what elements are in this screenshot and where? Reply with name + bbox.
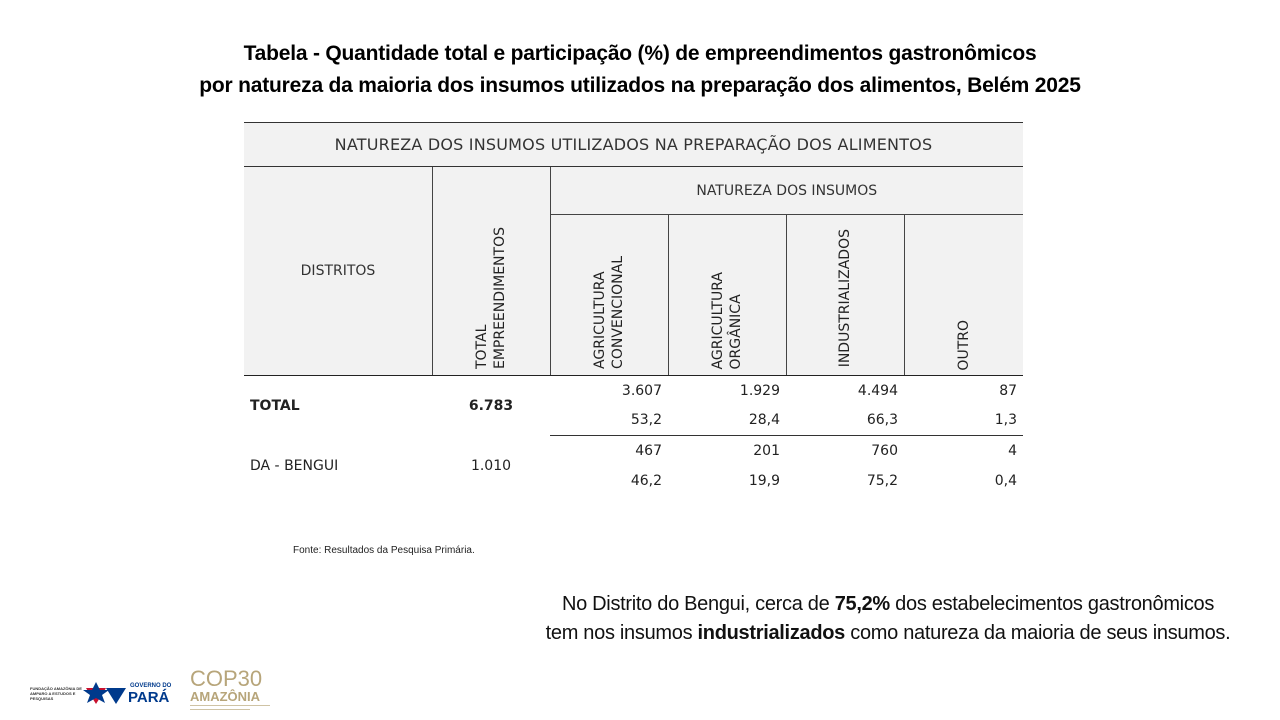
cop30-text: COP30 [190, 666, 262, 691]
title-line-2: por natureza da maioria dos insumos util… [199, 74, 1081, 97]
row-label-bengui: DA - BENGUI [250, 457, 339, 474]
amazonia-text: AMAZÔNIA [190, 689, 261, 704]
cell-count: 87 [999, 382, 1018, 399]
highlight-note: No Distrito do Bengui, cerca de 75,2% do… [545, 593, 1231, 644]
cell-percent: 19,9 [748, 472, 780, 489]
cell-percent: 46,2 [630, 472, 662, 489]
cell-percent: 28,4 [668, 405, 786, 436]
header-agricultura-organica: AGRICULTURA ORGÂNICA [667, 214, 786, 376]
table-row-total-percents: 53,2 28,4 66,3 1,3 [244, 405, 1024, 436]
table-top-header: NATUREZA DOS INSUMOS UTILIZADOS NA PREPA… [244, 122, 1024, 167]
header-distritos: DISTRITOS [244, 166, 432, 376]
data-table: NATUREZA DOS INSUMOS UTILIZADOS NA PREPA… [244, 122, 1024, 496]
table-row-total-counts: TOTAL 6.783 3.607 1.929 4.494 87 [244, 376, 1023, 414]
highlight-industrializados: industrializados [697, 622, 846, 644]
header-agricultura-convencional: AGRICULTURA CONVENCIONAL [549, 214, 668, 376]
table-row-bengui-counts: DA - BENGUI 1.010 467 201 760 4 [244, 436, 1023, 474]
header-distritos-label: DISTRITOS [300, 263, 376, 279]
para-text: PARÁ [128, 689, 170, 706]
governo-para-logo: FUNDAÇÃO AMAZÔNIA DE AMPARO A ESTUDOS E … [30, 678, 180, 706]
fapespa-logo-text: FUNDAÇÃO AMAZÔNIA DE AMPARO A ESTUDOS E … [30, 686, 82, 701]
cell-count: 760 [871, 442, 898, 459]
title-line-1: Tabela - Quantidade total e participação… [243, 42, 1037, 65]
slide-title: Tabela - Quantidade total e participação… [0, 38, 1280, 102]
cell-percent: 66,3 [786, 405, 904, 436]
cell-count: 201 [753, 442, 780, 459]
cell-count: 3.607 [621, 382, 662, 399]
governo-do-text: GOVERNO DO [130, 683, 172, 689]
cell-percent: 53,2 [550, 405, 668, 436]
cell-count: 467 [635, 442, 662, 459]
cell-count: 4 [1008, 442, 1018, 459]
cell-count: 1.929 [739, 382, 780, 399]
table-row-bengui-percents: 46,2 19,9 75,2 0,4 [244, 466, 1023, 496]
cell-count: 4.494 [857, 382, 898, 399]
row-label-total: TOTAL [250, 397, 300, 414]
source-note: Fonte: Resultados da Pesquisa Primária. [293, 545, 475, 556]
header-outro: OUTRO [903, 214, 1024, 376]
row-total-value: 6.783 [468, 397, 514, 414]
header-total-empreendimentos: TOTAL EMPREENDIMENTOS [431, 166, 550, 376]
cop30-logo: COP30 AMAZÔNIA [188, 664, 274, 716]
row-bengui-total: 1.010 [470, 457, 512, 474]
highlight-percent: 75,2% [834, 593, 891, 615]
cell-percent: 1,3 [904, 405, 1024, 436]
cell-percent: 75,2 [866, 472, 898, 489]
header-industrializados: INDUSTRIALIZADOS [785, 214, 904, 376]
cell-percent: 0,4 [994, 472, 1018, 489]
header-natureza-dos-insumos: NATUREZA DOS INSUMOS [549, 166, 1024, 215]
para-flag-icon: GOVERNO DO PARÁ [83, 682, 172, 706]
